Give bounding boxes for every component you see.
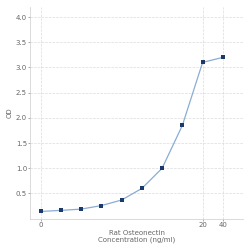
Point [180, 124, 184, 128]
Point [200, 60, 204, 64]
Point [99, 204, 103, 208]
Point [120, 198, 124, 202]
X-axis label: Rat Osteonectin
Concentration (ng/ml): Rat Osteonectin Concentration (ng/ml) [98, 230, 176, 243]
Point [140, 186, 144, 190]
Point [59, 208, 63, 212]
Point [38, 210, 42, 214]
Point [79, 207, 83, 211]
Point [160, 166, 164, 170]
Y-axis label: OD: OD [7, 108, 13, 118]
Point [221, 55, 225, 59]
